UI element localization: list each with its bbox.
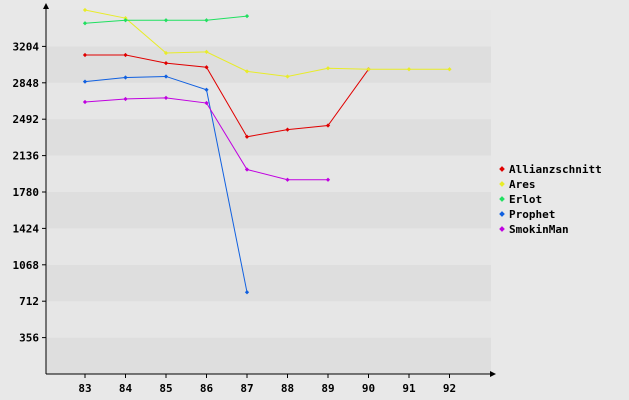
data-point (204, 18, 209, 23)
data-point (163, 18, 169, 23)
legend-marker (499, 226, 505, 232)
grid-band (46, 82, 491, 120)
axes (43, 3, 496, 377)
x-tick-label: 85 (159, 382, 172, 395)
data-point (244, 167, 250, 172)
data-point (82, 99, 88, 105)
x-tick-label: 89 (321, 382, 334, 395)
y-tick-label: 2136 (13, 150, 40, 163)
y-tick-label: 356 (19, 332, 39, 345)
grid-band (46, 155, 491, 192)
grid-band (46, 337, 491, 374)
legend: Allianzschnitt Ares Erlot Prophet SmokinMan (499, 163, 602, 236)
data-point (82, 79, 88, 84)
legend-marker (499, 166, 505, 172)
grid-band (46, 264, 491, 302)
grid-band (46, 192, 491, 229)
x-tick-label: 91 (402, 382, 416, 395)
data-point (204, 65, 209, 70)
grid-band (46, 228, 491, 265)
data-point (204, 87, 209, 92)
data-point (123, 75, 128, 80)
x-axis-arrow (490, 371, 496, 377)
series-smokinman (82, 95, 331, 182)
data-point (285, 177, 290, 182)
data-point (244, 14, 250, 19)
data-point (82, 52, 88, 58)
data-point (285, 127, 290, 132)
y-tick-label: 2848 (13, 77, 40, 90)
series-line (85, 54, 369, 138)
data-point (123, 18, 128, 23)
y-axis-arrow (43, 3, 49, 9)
data-point (163, 61, 169, 66)
grid-band (46, 119, 491, 156)
series-line (84, 9, 450, 77)
series-prophet (82, 74, 250, 295)
x-axis-ticks: 83 84 85 86 87 88 89 90 91 92 (78, 374, 456, 395)
data-point (163, 95, 169, 101)
y-tick-label: 1780 (13, 186, 40, 199)
grid-band (46, 301, 491, 338)
legend-label: Allianzschnitt (509, 163, 602, 176)
grid-band (46, 10, 491, 47)
grid-bands (46, 10, 491, 374)
legend-label: SmokinMan (509, 223, 569, 236)
x-tick-label: 88 (281, 382, 294, 395)
y-tick-label: 3204 (13, 40, 40, 53)
data-point (244, 290, 250, 295)
data-point (244, 134, 250, 139)
y-tick-label: 712 (19, 295, 39, 308)
legend-marker (499, 181, 505, 187)
data-point (123, 52, 128, 58)
data-point (82, 21, 88, 26)
y-tick-label: 1424 (13, 222, 40, 235)
legend-marker (499, 211, 505, 217)
legend-label: Erlot (509, 193, 542, 206)
x-tick-label: 92 (443, 382, 456, 395)
x-tick-label: 83 (78, 382, 91, 395)
legend-label: Ares (509, 178, 536, 191)
data-point (204, 100, 209, 106)
grid-band (46, 46, 491, 83)
y-axis-ticks: 356 712 1068 1424 1780 2136 2492 2848 3204 (13, 40, 46, 345)
legend-marker (499, 196, 505, 202)
y-tick-label: 1068 (13, 259, 40, 272)
data-point (163, 50, 169, 56)
y-tick-label: 2492 (13, 113, 40, 126)
series-lines (82, 7, 452, 295)
x-tick-label: 90 (362, 382, 375, 395)
data-point (325, 177, 331, 182)
data-point (244, 69, 250, 74)
x-tick-label: 86 (200, 382, 214, 395)
data-point (123, 96, 128, 102)
x-tick-label: 84 (119, 382, 133, 395)
series-erlot (82, 14, 250, 26)
data-point (204, 49, 209, 55)
legend-label: Prophet (509, 208, 555, 221)
x-tick-label: 87 (240, 382, 253, 395)
data-point (163, 74, 169, 79)
